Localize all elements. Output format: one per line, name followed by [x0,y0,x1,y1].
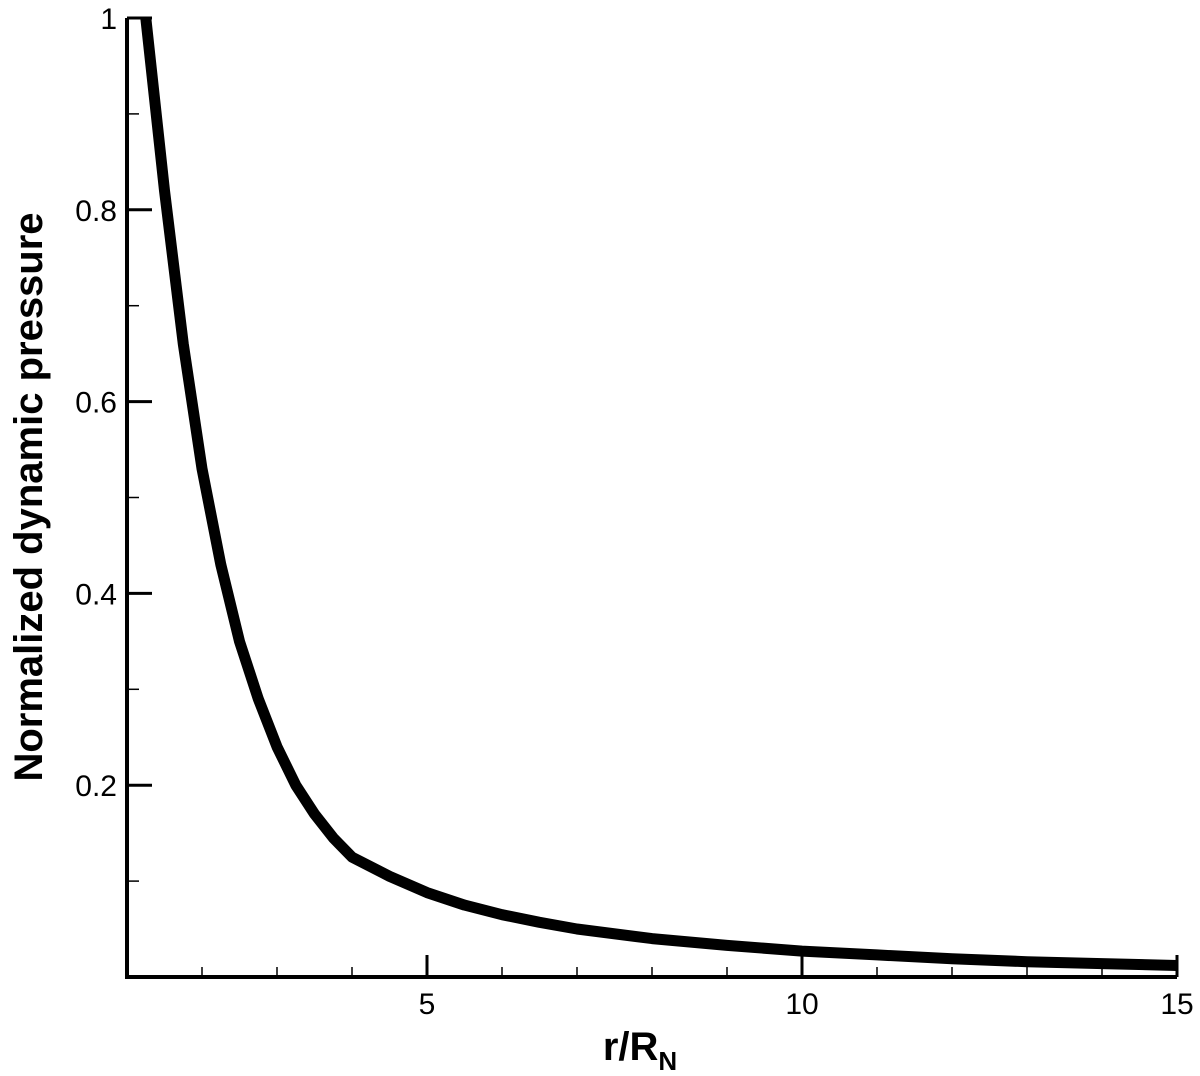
x-tick-label: 15 [1160,988,1193,1021]
y-tick-label: 1 [100,3,117,36]
series-line [140,17,1178,971]
y-axis-title: Normalized dynamic pressure [7,212,51,781]
axes [125,18,1177,979]
x-axis-label: r/R [603,1025,659,1069]
y-tick-label: 0.8 [75,195,117,228]
y-tick-label: 0.2 [75,770,117,803]
x-tick-label: 5 [419,988,436,1021]
x-tick-label: 10 [785,988,818,1021]
x-axis-label-subscript: N [658,1046,677,1076]
x-axis-title: r/RN [603,1025,677,1076]
y-tick-label: 0.4 [75,578,117,611]
series-layer [140,17,1178,971]
tick-labels: 5 10 15 0.2 0.4 0.6 0.8 1 [75,3,1193,1021]
ticks [126,16,1179,977]
y-tick-label: 0.6 [75,387,117,420]
